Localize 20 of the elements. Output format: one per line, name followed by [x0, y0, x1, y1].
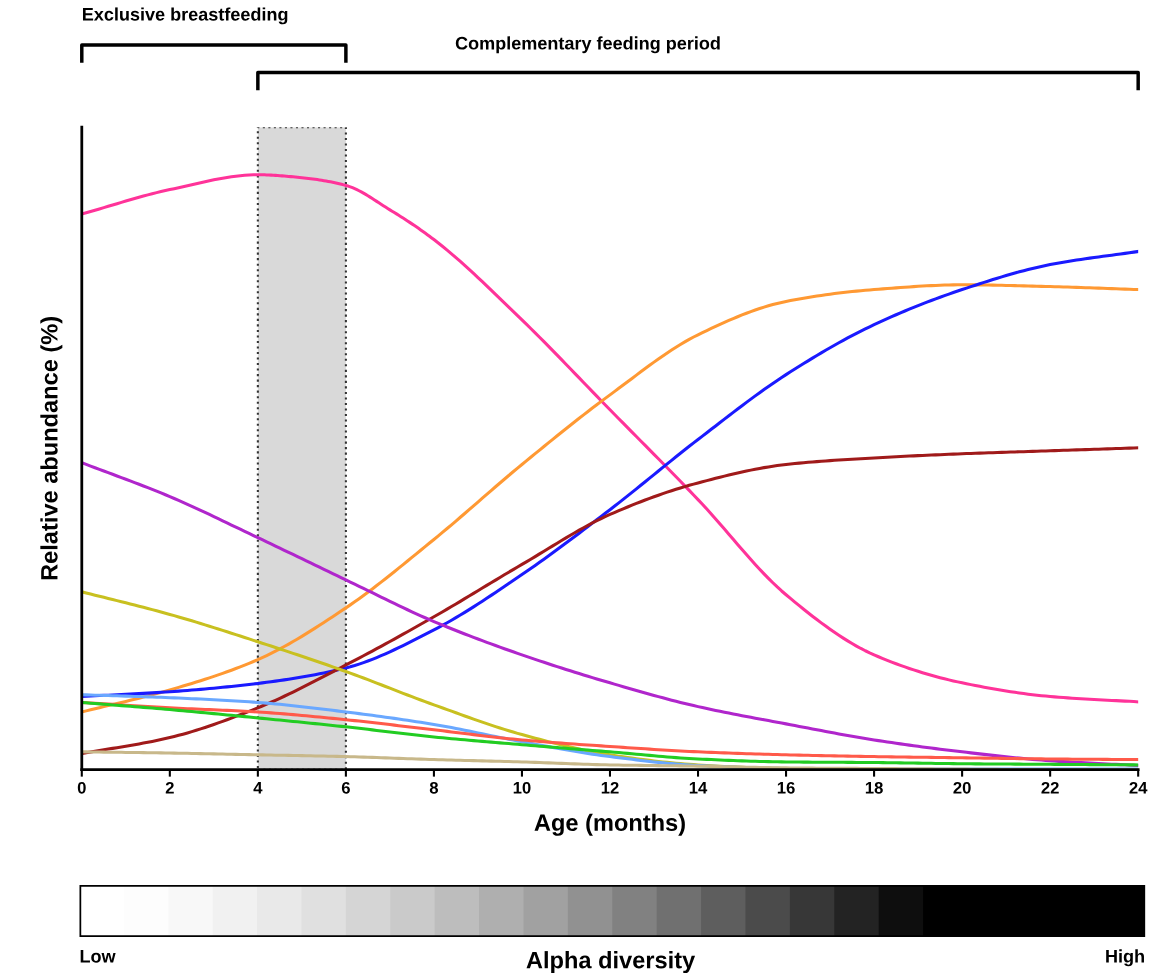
x-tick-label: 22 — [1041, 781, 1059, 794]
text: Low — [80, 950, 116, 963]
text: Exclusive breastfeeding — [83, 7, 288, 25]
x-tick-label: 8 — [429, 781, 439, 794]
x-tick-label: 2 — [165, 781, 174, 794]
x-tick-label: 16 — [777, 781, 795, 794]
x-tick-label: 24 — [1129, 781, 1148, 794]
x-tick-label: 14 — [689, 782, 708, 794]
x-tick-label: 10 — [513, 781, 531, 794]
x-tick-label: 12 — [601, 781, 619, 794]
x-axis-title: Age (months) — [534, 813, 685, 836]
text: High — [1106, 949, 1144, 967]
x-tick-label: 0 — [77, 781, 86, 794]
x-tick-label: 4 — [253, 782, 263, 794]
x-tick-label: 20 — [953, 781, 971, 794]
x-tick-label: 18 — [865, 781, 883, 794]
y-axis-title: Relative abundance (%) — [40, 317, 63, 580]
x-tick-label: 6 — [341, 781, 350, 794]
text: Complementary feeding period — [455, 36, 720, 54]
text: Alpha diversity — [526, 951, 696, 974]
